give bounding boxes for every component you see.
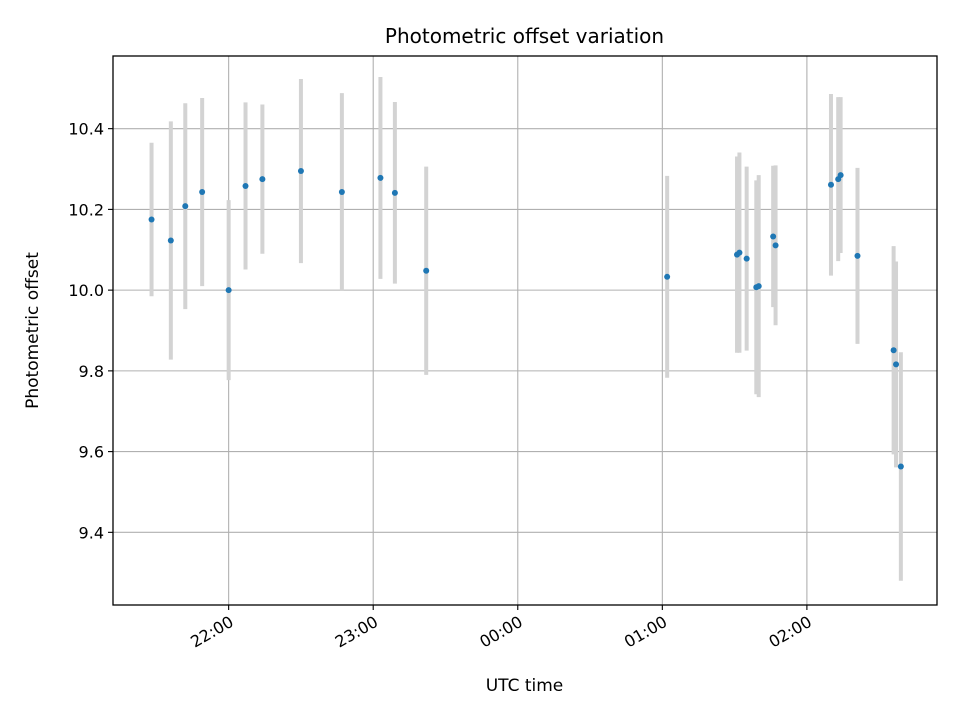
data-point — [755, 283, 762, 290]
data-point — [664, 273, 671, 280]
data-point — [423, 267, 430, 274]
data-point — [897, 463, 904, 470]
data-point — [199, 189, 206, 196]
y-tick-label: 10.0 — [68, 281, 104, 300]
x-axis-title: UTC time — [486, 676, 564, 696]
data-point — [772, 242, 779, 249]
y-axis: 9.4 9.6 9.8 10.0 10.2 10.4 — [68, 120, 113, 542]
data-point — [391, 189, 398, 196]
data-point — [148, 216, 155, 223]
data-points — [148, 168, 904, 470]
data-point — [297, 168, 304, 175]
data-point — [854, 252, 861, 259]
data-point — [259, 176, 266, 183]
data-point — [167, 237, 174, 244]
data-point — [890, 347, 897, 354]
data-point — [770, 233, 777, 240]
data-point — [893, 361, 900, 368]
data-point — [225, 287, 232, 294]
data-point — [377, 174, 384, 181]
data-point — [242, 182, 249, 189]
data-point — [837, 172, 844, 179]
plot-frame — [112, 55, 938, 606]
data-point — [743, 255, 750, 262]
y-axis-title: Photometric offset — [23, 252, 43, 409]
y-tick-label: 10.2 — [68, 200, 104, 219]
y-tick-label: 10.4 — [68, 120, 104, 139]
data-point — [338, 189, 345, 196]
data-point — [182, 203, 189, 210]
data-point — [736, 249, 743, 256]
y-tick-label: 9.8 — [79, 362, 104, 381]
y-tick-label: 9.6 — [79, 443, 104, 462]
chart-title: Photometric offset variation — [385, 24, 664, 48]
data-point — [827, 181, 834, 188]
y-tick-label: 9.4 — [79, 523, 104, 542]
grid-lines — [113, 56, 937, 605]
